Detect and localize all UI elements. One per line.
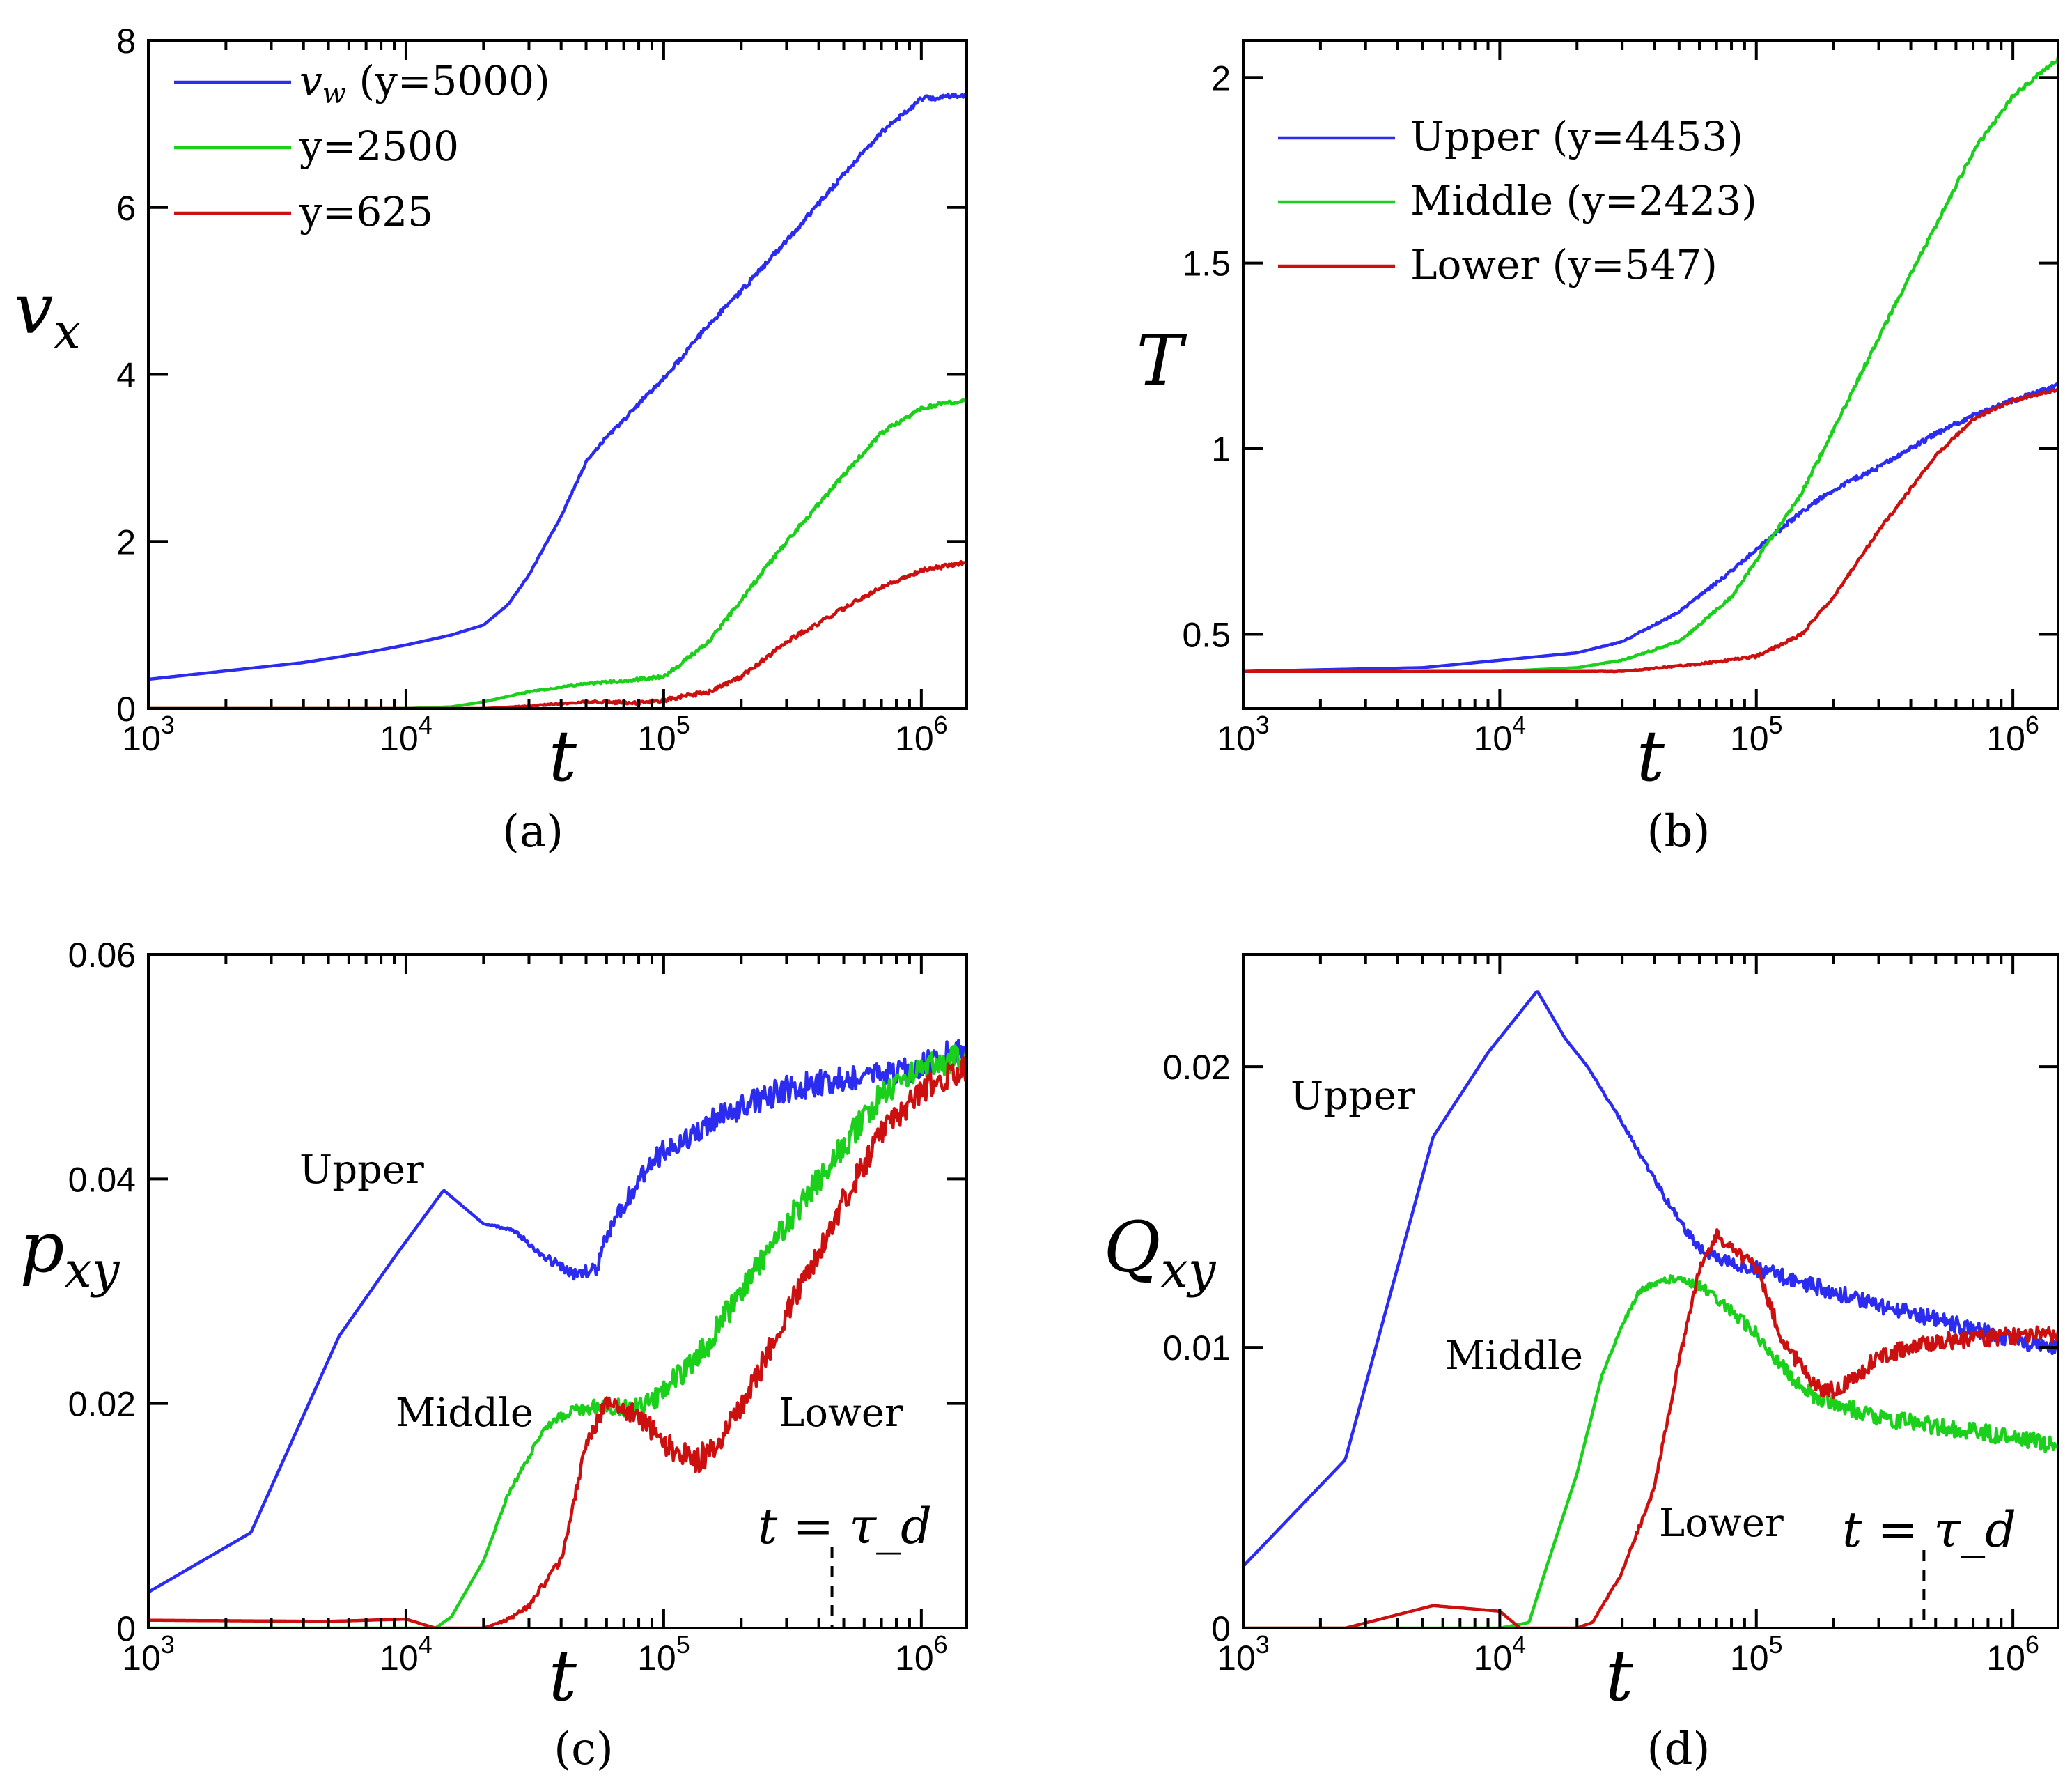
- y-tick-label: 0.04: [68, 1160, 136, 1199]
- panel-a-ylabel: vx: [14, 268, 81, 360]
- x-tick-label: 103: [122, 1630, 175, 1678]
- panel-b-label: (b): [1647, 806, 1711, 858]
- panel-b-plot: 103 104 105 106 0.5 1 1.5 2: [1182, 39, 2059, 758]
- plot-frame: [1242, 39, 2059, 710]
- legend-label-lower: Lower (y=547): [1410, 241, 1717, 288]
- y-tick-label: 0.06: [68, 936, 136, 975]
- x-tick-label: 105: [1730, 711, 1783, 758]
- y-ticks: 0 0.02 0.04 0.06: [68, 936, 967, 1648]
- series-lower: [1243, 1228, 2058, 1628]
- panel-d-ylabel: Qxy: [1103, 1207, 1216, 1299]
- x-tick-label: 104: [1474, 1630, 1527, 1678]
- y-tick-label: 1.5: [1182, 245, 1231, 284]
- legend-label-y625: y=625: [299, 188, 433, 235]
- series-group: [1243, 990, 2058, 1628]
- series-upper: [148, 1039, 967, 1594]
- series-group: [148, 1039, 967, 1628]
- x-tick-label: 103: [122, 711, 175, 758]
- x-ticks: 103 104 105 106: [1217, 40, 2039, 758]
- legend-label-upper: Upper (y=4453): [1410, 113, 1743, 160]
- panel-a-legend: vw (y=5000) y=2500 y=625: [174, 57, 550, 235]
- y-tick-label: 0: [1211, 1609, 1231, 1648]
- x-ticks: 103 104 105 106: [122, 954, 948, 1678]
- panel-a-plot: 103 104 105 106 0 2 4 6 8: [116, 22, 968, 758]
- annotation-lower: Lower: [779, 1391, 903, 1436]
- panel-a-label: (a): [502, 806, 563, 858]
- tau-label: t = τ_d: [1842, 1501, 2016, 1558]
- x-tick-label: 106: [1986, 1630, 2039, 1678]
- panel-c-plot: 103 104 105 106 0 0.02 0.04 0.06: [68, 936, 968, 1678]
- x-tick-label: 103: [1217, 711, 1270, 758]
- series-lower-y-547: [1243, 387, 2058, 674]
- tau-label: t = τ_d: [758, 1498, 932, 1555]
- y-tick-label: 0.02: [68, 1385, 136, 1424]
- y-ticks: 0 0.01 0.02: [1163, 1048, 2058, 1648]
- y-ticks: 0.5 1 1.5 2: [1182, 59, 2058, 654]
- legend-label-y2500: y=2500: [299, 123, 459, 170]
- panel-d-xlabel: t: [1605, 1635, 1634, 1717]
- series-upper-y-4453: [1243, 382, 2058, 673]
- annotation-lower: Lower: [1659, 1501, 1784, 1546]
- y-ticks: 0 2 4 6 8: [116, 22, 967, 729]
- panel-b: 103 104 105 106 0.5 1 1.5 2 T t (b) Upper (y=44…: [1137, 39, 2059, 858]
- legend-label-middle: Middle (y=2423): [1410, 177, 1757, 224]
- y-tick-label: 0.5: [1182, 615, 1231, 654]
- legend-label-vw: vw (y=5000): [299, 57, 550, 110]
- x-tick-label: 104: [1474, 711, 1527, 758]
- panel-b-legend: Upper (y=4453) Middle (y=2423) Lower (y=…: [1278, 113, 1757, 288]
- y-tick-label: 6: [116, 189, 136, 228]
- series-y-625: [148, 559, 967, 708]
- series-upper: [1243, 990, 2058, 1567]
- series-middle: [1243, 1274, 2058, 1628]
- x-tick-label: 104: [380, 1630, 433, 1678]
- y-tick-label: 2: [1211, 59, 1231, 98]
- panel-c: 103 104 105 106 0 0.02 0.04 0.06 pxy t (c) Uppe…: [20, 936, 968, 1775]
- x-tick-label: 105: [637, 1630, 690, 1678]
- y-tick-label: 1: [1211, 430, 1231, 469]
- x-tick-label: 106: [1986, 711, 2039, 758]
- y-tick-label: 4: [116, 356, 136, 395]
- panel-c-xlabel: t: [549, 1635, 577, 1717]
- series-group: [1243, 56, 2058, 674]
- y-tick-label: 2: [116, 522, 136, 562]
- annotation-middle: Middle: [1445, 1333, 1583, 1379]
- plot-frame: [147, 953, 968, 1629]
- y-tick-label: 0: [116, 690, 136, 729]
- x-tick-label: 105: [1730, 1630, 1783, 1678]
- x-tick-label: 104: [380, 711, 433, 758]
- panel-a-xlabel: t: [549, 715, 577, 797]
- series-v-w-y-5000: [148, 91, 967, 681]
- annotation-upper: Upper: [299, 1147, 424, 1193]
- panel-a: 103 104 105 106 0 2 4 6 8 vx t (a) vw (y=5000) y…: [14, 22, 968, 858]
- series-group: [148, 91, 967, 708]
- panel-c-ylabel: pxy: [20, 1207, 120, 1299]
- y-tick-label: 0: [116, 1609, 136, 1648]
- x-tick-label: 105: [637, 711, 690, 758]
- x-tick-label: 106: [895, 711, 948, 758]
- series-y-2500: [148, 398, 967, 708]
- plot-frame: [1242, 953, 2059, 1629]
- y-tick-label: 0.01: [1163, 1329, 1231, 1368]
- panel-d-label: (d): [1647, 1724, 1711, 1775]
- y-tick-label: 0.02: [1163, 1048, 1231, 1087]
- series-lower: [148, 1055, 967, 1628]
- panel-b-ylabel: T: [1137, 320, 1187, 401]
- x-ticks: 103 104 105 106: [1217, 954, 2039, 1678]
- series-middle: [148, 1044, 967, 1628]
- annotation-upper: Upper: [1291, 1074, 1415, 1119]
- y-tick-label: 8: [116, 22, 136, 61]
- x-tick-label: 106: [895, 1630, 948, 1678]
- panel-c-label: (c): [554, 1724, 614, 1775]
- panel-b-xlabel: t: [1637, 715, 1665, 797]
- annotation-middle: Middle: [396, 1391, 533, 1436]
